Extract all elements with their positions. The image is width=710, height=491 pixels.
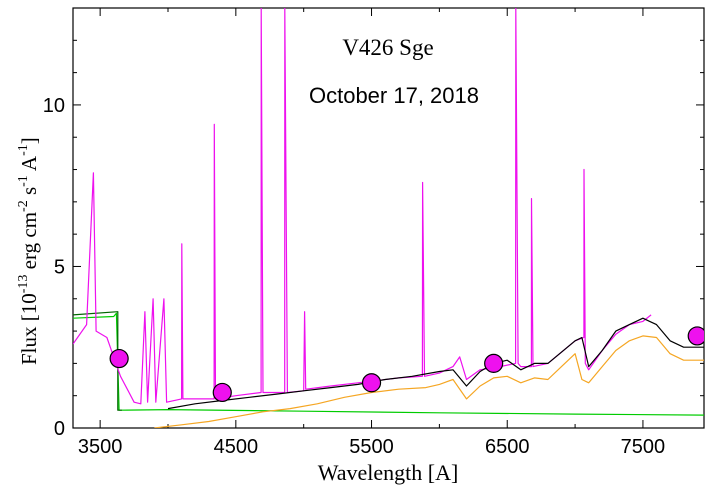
x-axis-label: Wavelength [A] bbox=[318, 460, 459, 485]
chart-subtitle: October 17, 2018 bbox=[309, 83, 479, 108]
y-tick-label: 10 bbox=[43, 95, 65, 117]
x-tick-label: 7500 bbox=[621, 436, 666, 458]
series-layer bbox=[73, 8, 704, 428]
y-tick-label: 5 bbox=[54, 256, 65, 278]
y-axis-label: Flux [10-13 erg cm-2 s-1 A-1] bbox=[16, 137, 41, 365]
photometry-point bbox=[212, 382, 232, 403]
x-tick-label: 6500 bbox=[485, 436, 530, 458]
chart-title: V426 Sge bbox=[342, 35, 433, 60]
photometry-point bbox=[361, 373, 382, 393]
series-line-4 bbox=[167, 317, 704, 410]
x-tick-label: 5500 bbox=[349, 436, 394, 458]
photometry-point bbox=[687, 326, 704, 346]
series-line-0 bbox=[73, 312, 704, 416]
x-tick-label: 3500 bbox=[78, 436, 123, 458]
axis-tick-labels: 3500 4500 5500 6500 7500 0 5 10 bbox=[43, 95, 665, 458]
plot-frame bbox=[72, 7, 705, 429]
axis-ticks bbox=[73, 8, 704, 429]
photometry-point bbox=[484, 353, 504, 373]
series-line-3 bbox=[73, 8, 652, 405]
x-tick-label: 4500 bbox=[214, 436, 259, 458]
photometry-point bbox=[109, 348, 129, 369]
y-tick-label: 0 bbox=[54, 418, 65, 440]
series-line-2 bbox=[154, 335, 704, 428]
